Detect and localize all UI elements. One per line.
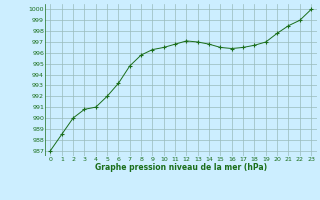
X-axis label: Graphe pression niveau de la mer (hPa): Graphe pression niveau de la mer (hPa): [95, 163, 267, 172]
